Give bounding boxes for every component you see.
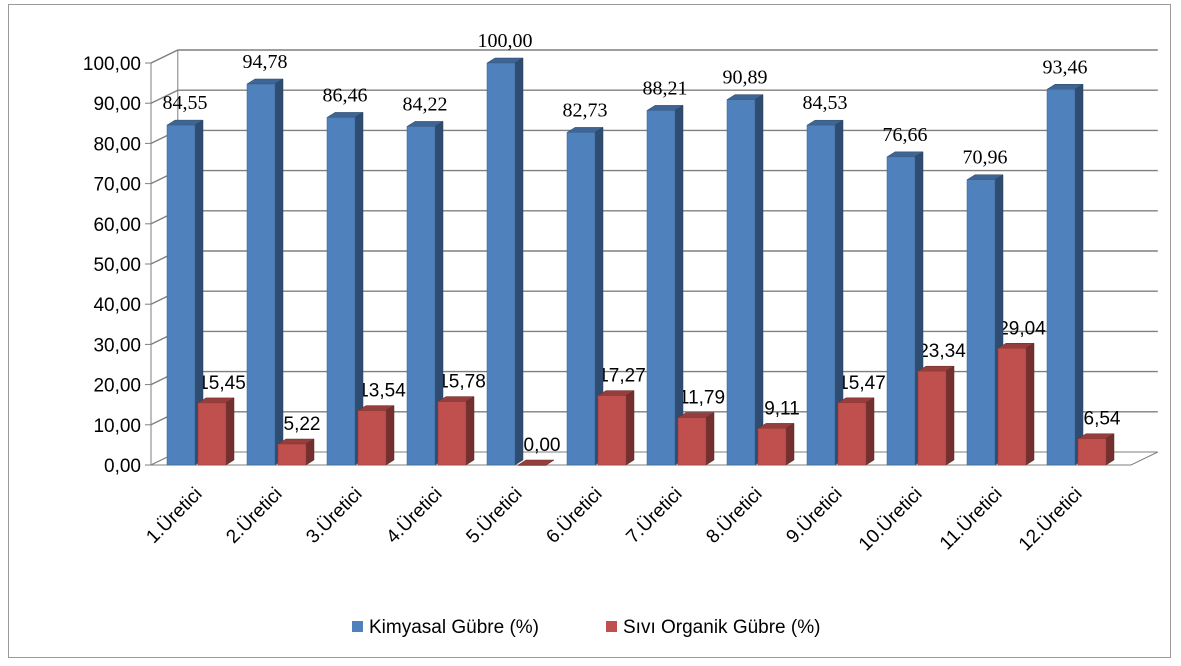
data-label-kimyasal: 84,53 (803, 92, 848, 114)
bar-sivi-organik (437, 396, 475, 466)
legend: Kimyasal Gübre (%) Sıvı Organik Gübre (%) (352, 617, 820, 638)
bar-kimyasal (566, 126, 604, 466)
data-label-kimyasal: 70,96 (963, 147, 1008, 169)
bar-sivi-organik (837, 397, 875, 466)
data-label-kimyasal: 82,73 (563, 99, 608, 121)
legend-label: Sıvı Organik Gübre (%) (623, 617, 820, 638)
x-tick-label: 10.Üretici (855, 484, 927, 556)
bar-sivi-organik (917, 365, 955, 466)
bar-kimyasal (486, 57, 524, 466)
bar-kimyasal (646, 104, 684, 466)
x-tick-label: 9.Üretici (782, 484, 846, 548)
bar-kimyasal (966, 174, 1004, 466)
y-tick-label: 70,00 (93, 175, 141, 196)
x-axis-ticks: 1.Üretici 2.Üretici 3.Üretici 4.Üretici 5.Ür… (142, 484, 1086, 556)
x-tick-label: 1.Üretici (142, 484, 206, 548)
bar-kimyasal (806, 119, 844, 466)
bar-kimyasal (326, 111, 364, 466)
legend-swatch (352, 621, 363, 632)
data-label-sivi-organik: 5,22 (284, 414, 321, 435)
data-label-kimyasal: 86,46 (323, 84, 368, 106)
bar-kimyasal (406, 120, 444, 466)
data-label-sivi-organik: 0,00 (524, 435, 561, 456)
data-label-sivi-organik: 15,45 (198, 373, 246, 394)
gridline-side (150, 89, 179, 104)
y-tick-label: 80,00 (93, 134, 141, 155)
bar-sivi-organik (357, 405, 395, 466)
bar-kimyasal (166, 119, 204, 466)
data-label-sivi-organik: 6,54 (1084, 409, 1121, 430)
bar-sivi-organik (677, 412, 715, 466)
legend-item-sivi-organik: Sıvı Organik Gübre (%) (606, 617, 820, 638)
data-label-kimyasal: 84,22 (403, 93, 448, 115)
y-tick-label: 0,00 (104, 456, 141, 477)
data-label-sivi-organik: 29,04 (998, 318, 1046, 339)
x-tick-label: 8.Üretici (702, 484, 766, 548)
bar-sivi-organik (517, 459, 555, 466)
y-tick-label: 10,00 (93, 416, 141, 437)
gridline-side (150, 49, 179, 64)
data-label-kimyasal: 94,78 (243, 51, 288, 73)
x-tick-label: 7.Üretici (622, 484, 686, 548)
data-label-sivi-organik: 23,34 (918, 341, 966, 362)
y-tick-label: 100,00 (83, 54, 141, 75)
data-label-sivi-organik: 15,78 (438, 372, 486, 393)
bar-sivi-organik (997, 342, 1035, 466)
bar-sivi-organik (597, 390, 635, 466)
data-label-kimyasal: 100,00 (478, 30, 533, 52)
data-labels: 84,55 15,45 94,78 5,22 86,46 13,54 84,22 15,78 1… (163, 30, 1121, 456)
data-label-sivi-organik: 15,47 (838, 373, 886, 394)
data-label-sivi-organik: 13,54 (358, 381, 406, 402)
data-label-kimyasal: 76,66 (883, 124, 928, 146)
y-tick-label: 60,00 (93, 215, 141, 236)
bar-sivi-organik (757, 422, 795, 466)
y-tick-label: 20,00 (93, 376, 141, 397)
data-label-kimyasal: 84,55 (163, 92, 208, 114)
bar-kimyasal (726, 94, 764, 466)
legend-label: Kimyasal Gübre (%) (369, 617, 539, 638)
data-label-sivi-organik: 9,11 (764, 398, 800, 419)
bar-kimyasal (1046, 83, 1084, 466)
legend-swatch (606, 621, 617, 632)
data-label-sivi-organik: 11,79 (679, 388, 725, 409)
data-label-kimyasal: 88,21 (643, 77, 688, 99)
bar-sivi-organik (277, 438, 315, 466)
x-tick-label: 5.Üretici (462, 484, 526, 548)
y-tick-label: 90,00 (93, 94, 141, 115)
bar-sivi-organik (197, 397, 235, 466)
x-tick-label: 3.Üretici (302, 484, 366, 548)
y-tick-label: 50,00 (93, 255, 141, 276)
bar-kimyasal (246, 78, 284, 466)
bar-sivi-organik (1077, 433, 1115, 466)
y-axis-ticks: 0,00 10,00 20,00 30,00 40,00 50,00 60,00 70,00 8… (83, 54, 151, 477)
data-label-kimyasal: 93,46 (1043, 56, 1088, 78)
data-label-sivi-organik: 17,27 (598, 366, 646, 387)
y-tick-label: 40,00 (93, 295, 141, 316)
x-tick-label: 2.Üretici (222, 484, 286, 548)
y-tick-label: 30,00 (93, 335, 141, 356)
data-label-kimyasal: 90,89 (723, 67, 768, 89)
x-tick-label: 4.Üretici (382, 484, 446, 548)
x-tick-label: 12.Üretici (1015, 484, 1087, 556)
legend-item-kimyasal: Kimyasal Gübre (%) (352, 617, 539, 638)
x-tick-label: 6.Üretici (542, 484, 606, 548)
bar-kimyasal (886, 151, 924, 466)
x-tick-label: 11.Üretici (936, 484, 1007, 555)
